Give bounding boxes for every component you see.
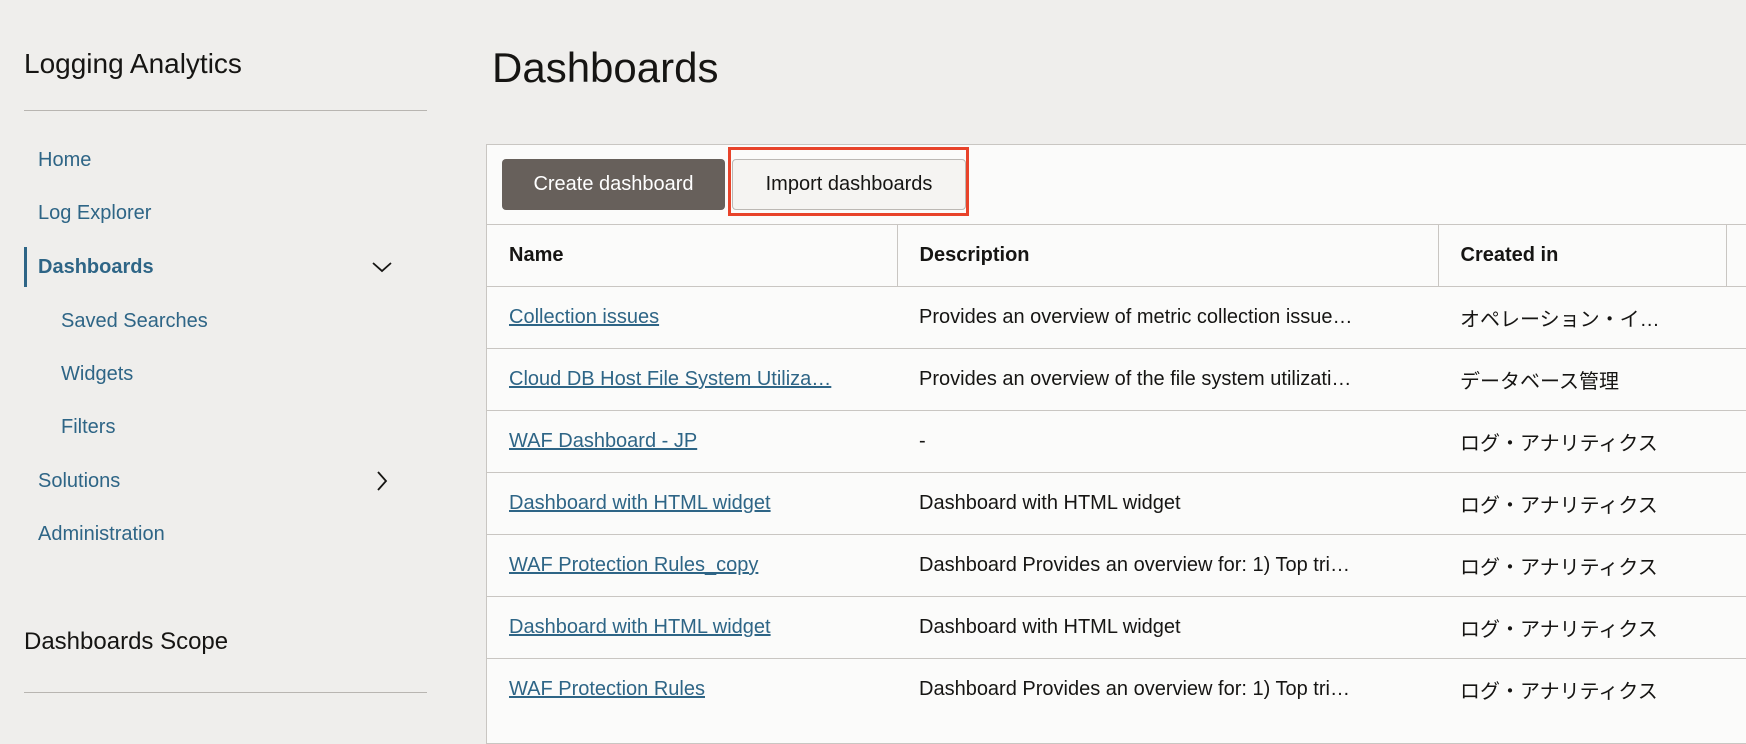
dashboard-link[interactable]: WAF Dashboard - JP bbox=[509, 430, 698, 452]
cell-extra bbox=[1726, 596, 1746, 659]
cell-created-in: ログ・アナリティクス bbox=[1438, 658, 1726, 721]
table-header-row: Name Description Created in bbox=[487, 224, 1746, 287]
create-dashboard-button[interactable]: Create dashboard bbox=[502, 159, 725, 210]
dashboard-link[interactable]: Dashboard with HTML widget bbox=[509, 492, 771, 514]
dashboards-table: Name Description Created in Collection i… bbox=[487, 224, 1746, 721]
cell-created-in: ログ・アナリティクス bbox=[1438, 472, 1726, 535]
dashboards-scope-title: Dashboards Scope bbox=[24, 628, 229, 655]
sidebar-item-log-explorer[interactable]: Log Explorer bbox=[38, 201, 152, 224]
sidebar-item-dashboards[interactable]: Dashboards bbox=[24, 247, 414, 287]
sidebar-item-home[interactable]: Home bbox=[38, 148, 92, 171]
table-row[interactable]: Collection issues Provides an overview of… bbox=[487, 286, 1746, 349]
cell-name: WAF Protection Rules bbox=[487, 658, 897, 721]
sidebar-item-widgets[interactable]: Widgets bbox=[61, 362, 134, 385]
column-header-created-in[interactable]: Created in bbox=[1438, 224, 1727, 287]
page-title: Dashboards bbox=[492, 44, 719, 91]
cell-description: - bbox=[897, 410, 1438, 473]
dashboards-panel: Create dashboard Import dashboards Name … bbox=[486, 144, 1746, 744]
divider bbox=[24, 110, 427, 111]
cell-description: Provides an overview of the file system … bbox=[897, 348, 1438, 411]
table-row[interactable]: Dashboard with HTML widget Dashboard with… bbox=[487, 596, 1746, 659]
sidebar-item-label: Dashboards bbox=[38, 255, 154, 278]
column-header-name[interactable]: Name bbox=[487, 224, 898, 287]
cell-name: Dashboard with HTML widget bbox=[487, 472, 897, 535]
table-row[interactable]: WAF Dashboard - JP - ログ・アナリティクス bbox=[487, 410, 1746, 473]
cell-description: Dashboard Provides an overview for: 1) T… bbox=[897, 534, 1438, 597]
chevron-right-icon[interactable] bbox=[370, 469, 394, 493]
dashboard-link[interactable]: Dashboard with HTML widget bbox=[509, 616, 771, 638]
cell-created-in: ログ・アナリティクス bbox=[1438, 410, 1726, 473]
cell-name: Cloud DB Host File System Utiliza… bbox=[487, 348, 897, 411]
cell-extra bbox=[1726, 348, 1746, 411]
chevron-down-icon[interactable] bbox=[370, 255, 394, 279]
cell-extra bbox=[1726, 472, 1746, 535]
table-row[interactable]: WAF Protection Rules Dashboard Provides a… bbox=[487, 658, 1746, 721]
dashboard-link[interactable]: Collection issues bbox=[509, 306, 660, 328]
cell-name: Dashboard with HTML widget bbox=[487, 596, 897, 659]
sidebar-item-administration[interactable]: Administration bbox=[38, 522, 165, 545]
cell-created-in: オペレーション・イ… bbox=[1438, 286, 1726, 349]
dashboard-link[interactable]: Cloud DB Host File System Utiliza… bbox=[509, 368, 832, 390]
cell-name: WAF Dashboard - JP bbox=[487, 410, 897, 473]
cell-created-in: データベース管理 bbox=[1438, 348, 1726, 411]
table-row[interactable]: WAF Protection Rules_copy Dashboard Provi… bbox=[487, 534, 1746, 597]
column-header-extra bbox=[1726, 224, 1746, 287]
cell-extra bbox=[1726, 534, 1746, 597]
sidebar-item-solutions[interactable]: Solutions bbox=[24, 461, 414, 501]
sidebar-item-saved-searches[interactable]: Saved Searches bbox=[61, 309, 208, 332]
table-row[interactable]: Dashboard with HTML widget Dashboard with… bbox=[487, 472, 1746, 535]
cell-created-in: ログ・アナリティクス bbox=[1438, 596, 1726, 659]
divider bbox=[24, 692, 427, 693]
dashboard-link[interactable]: WAF Protection Rules_copy bbox=[509, 554, 759, 576]
cell-extra bbox=[1726, 658, 1746, 721]
cell-name: Collection issues bbox=[487, 286, 897, 349]
column-header-description[interactable]: Description bbox=[897, 224, 1439, 287]
sidebar-item-label: Solutions bbox=[38, 469, 121, 492]
cell-description: Provides an overview of metric collectio… bbox=[897, 286, 1438, 349]
cell-extra bbox=[1726, 410, 1746, 473]
sidebar-item-filters[interactable]: Filters bbox=[61, 415, 116, 438]
cell-description: Dashboard with HTML widget bbox=[897, 472, 1438, 535]
table-row[interactable]: Cloud DB Host File System Utiliza… Provid… bbox=[487, 348, 1746, 411]
dashboard-link[interactable]: WAF Protection Rules bbox=[509, 678, 705, 701]
cell-extra bbox=[1726, 286, 1746, 349]
cell-description: Dashboard with HTML widget bbox=[897, 596, 1438, 659]
cell-description: Dashboard Provides an overview for: 1) T… bbox=[897, 658, 1438, 721]
sidebar: Logging Analytics Home Log Explorer Dash… bbox=[0, 0, 440, 722]
import-dashboards-button[interactable]: Import dashboards bbox=[732, 159, 966, 210]
cell-created-in: ログ・アナリティクス bbox=[1438, 534, 1726, 597]
sidebar-title: Logging Analytics bbox=[24, 48, 242, 79]
cell-name: WAF Protection Rules_copy bbox=[487, 534, 897, 597]
